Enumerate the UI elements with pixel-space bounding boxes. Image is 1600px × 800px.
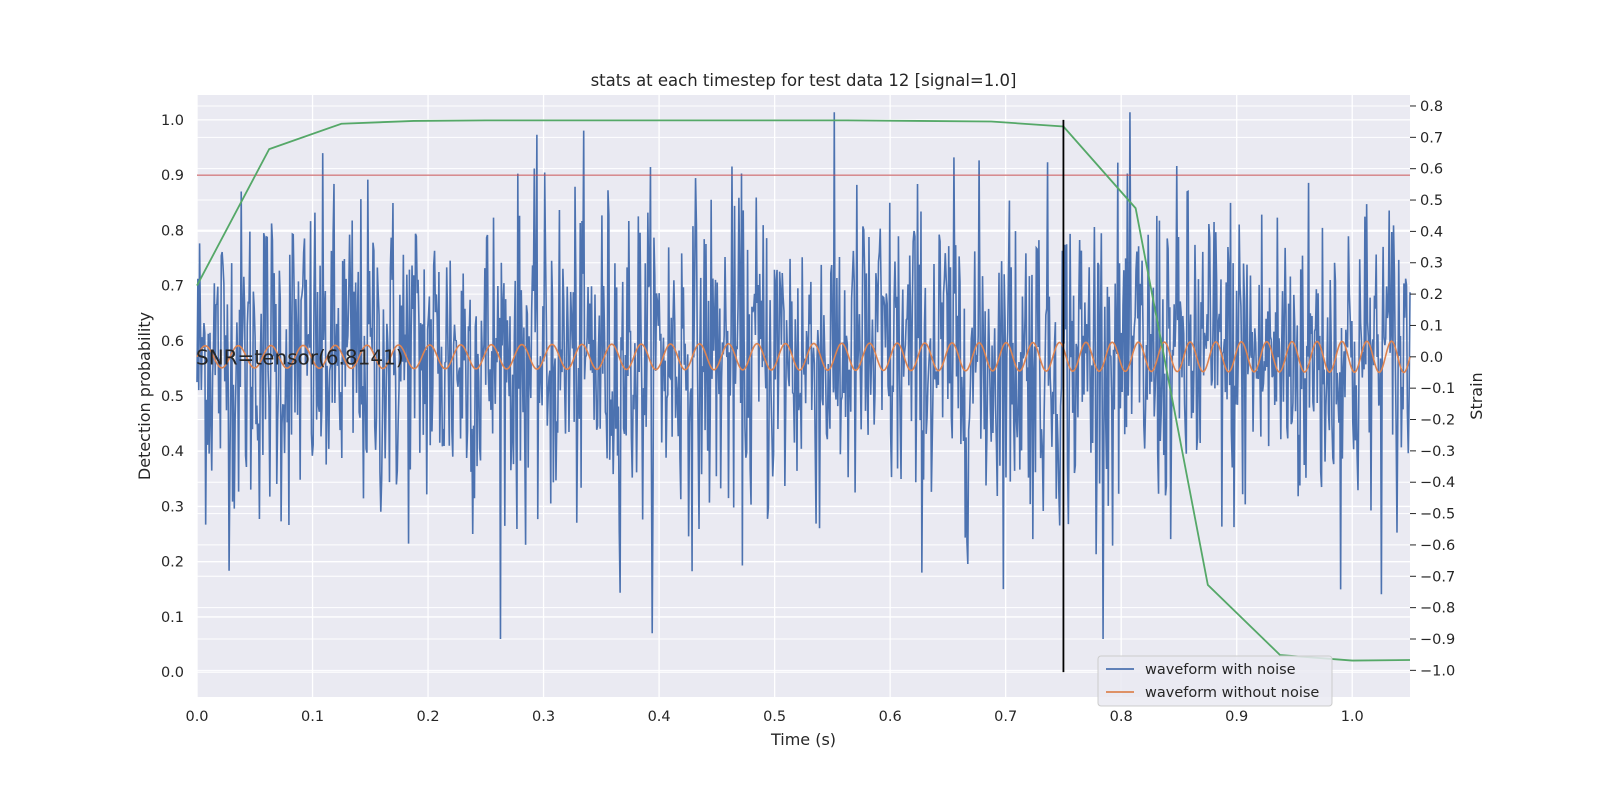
y-right-tick-label: −0.6 (1420, 538, 1455, 554)
x-tick-label: 0.1 (301, 709, 324, 725)
y-right-tick-label: 0.8 (1420, 99, 1443, 115)
legend-box (1097, 655, 1333, 707)
y-right-tick-label: −0.5 (1420, 507, 1455, 523)
snr-annotation: SNR=tensor(6.8141) (196, 345, 404, 369)
legend: waveform with noise waveform without noi… (1097, 655, 1333, 707)
x-tick-label: 1.0 (1341, 709, 1364, 725)
y-right-tick-label: −0.2 (1420, 413, 1455, 429)
y-left-tick-label: 1.0 (161, 113, 184, 129)
x-axis-label: Time (s) (770, 730, 836, 749)
series-layer (196, 112, 1411, 673)
y-right-tick-label: 0.0 (1420, 350, 1443, 366)
y-right-tick-label: 0.4 (1420, 224, 1443, 240)
y-right-tick-label: −0.3 (1420, 444, 1455, 460)
y-right-tick-label: −0.9 (1420, 632, 1455, 648)
x-tick-label: 0.7 (994, 709, 1017, 725)
y-left-tick-label: 0.7 (161, 279, 184, 295)
x-tick-label: 0.0 (185, 709, 208, 725)
y-right-tick-label: 0.6 (1420, 162, 1443, 178)
chart-title: stats at each timestep for test data 12 … (591, 71, 1017, 90)
y-left-tick-label: 0.2 (161, 555, 184, 571)
series-line-waveform-without-noise (196, 340, 1411, 374)
x-tick-label: 0.8 (1110, 709, 1133, 725)
y-right-tick-label: 0.3 (1420, 256, 1443, 272)
y-axis-label-left: Detection probability (135, 312, 154, 480)
legend-label-noise: waveform with noise (1145, 662, 1296, 678)
y-right-tick-label: −0.1 (1420, 381, 1455, 397)
y-left-tick-label: 0.9 (161, 168, 184, 184)
x-tick-label: 0.6 (879, 709, 902, 725)
y-right-tick-label: −0.8 (1420, 601, 1455, 617)
y-right-tick-label: 0.2 (1420, 287, 1443, 303)
x-tick-label: 0.9 (1225, 709, 1248, 725)
y-left-tick-label: 0.4 (161, 444, 184, 460)
y-axis-label-right: Strain (1467, 372, 1486, 419)
y-left-tick-label: 0.8 (161, 223, 184, 239)
y-left-tick-label: 0.3 (161, 499, 184, 515)
y-right-tick-label: 0.5 (1420, 193, 1443, 209)
x-tick-label: 0.2 (417, 709, 440, 725)
series-line-detection-probability (196, 119, 1411, 662)
y-right-tick-label: 0.1 (1420, 318, 1443, 334)
y-right-tick-label: −0.4 (1420, 475, 1455, 491)
y-right-tick-label: −1.0 (1420, 663, 1455, 679)
axes: 0.0 0.1 0.2 0.3 0.4 0.5 0.6 0.7 0.8 0.9 1.0 0.0 0.1 0… (161, 99, 1455, 725)
y-left-tick-label: 0.1 (161, 610, 184, 626)
y-right-tick-label: 0.7 (1420, 130, 1443, 146)
series-line-waveform-with-noise (196, 112, 1411, 639)
x-tick-label: 0.5 (763, 709, 786, 725)
y-left-tick-label: 0.6 (161, 334, 184, 350)
y-left-tick-label: 0.5 (161, 389, 184, 405)
legend-label-clean: waveform without noise (1145, 685, 1319, 701)
y-left-tick-label: 0.0 (161, 665, 184, 681)
x-tick-label: 0.4 (648, 709, 671, 725)
y-right-tick-label: −0.7 (1420, 569, 1455, 585)
x-tick-label: 0.3 (532, 709, 555, 725)
